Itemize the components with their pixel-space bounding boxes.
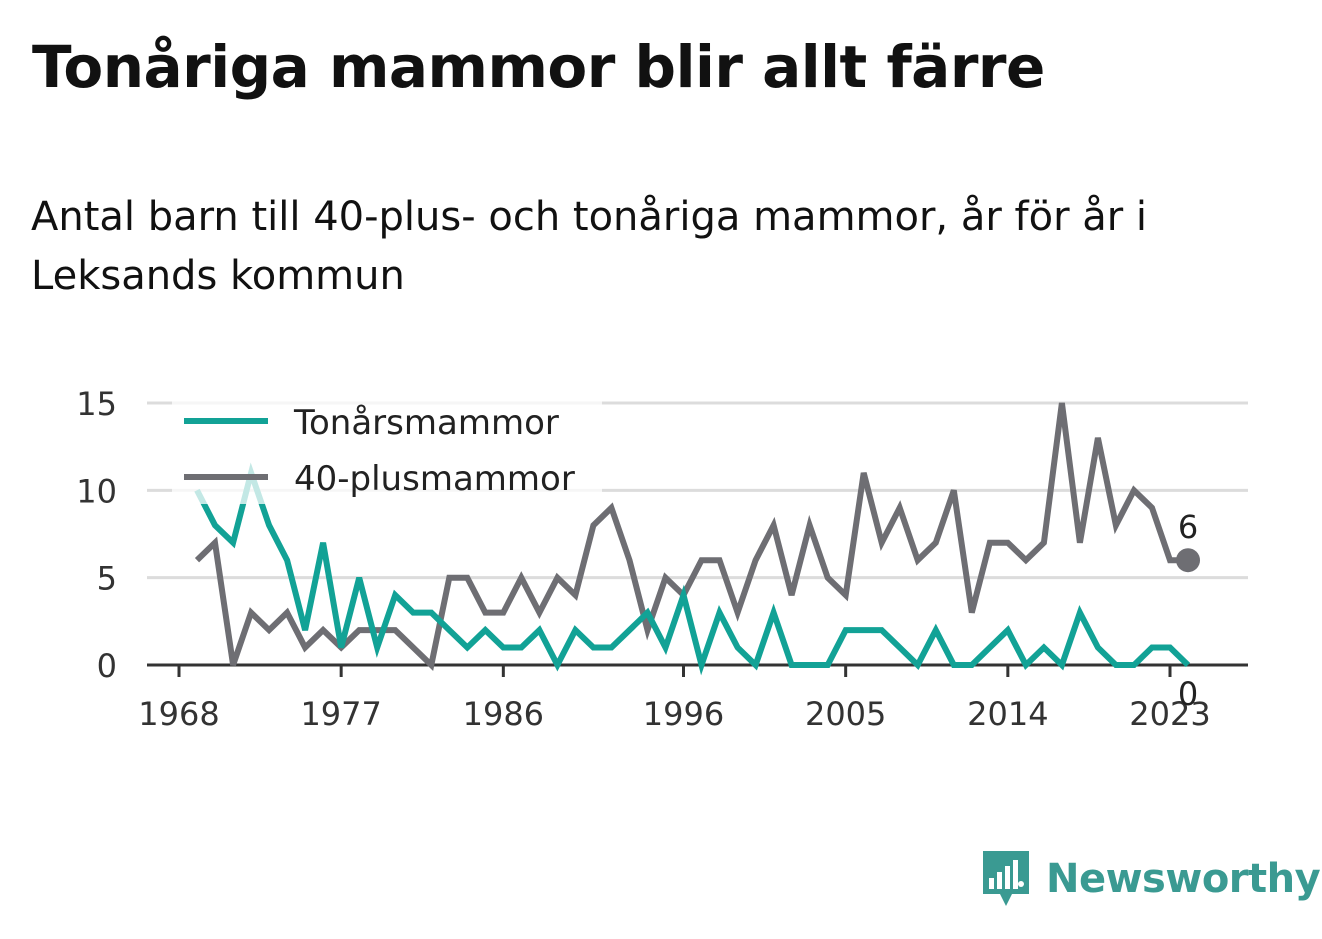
- brand-name: Newsworthy: [1046, 856, 1321, 902]
- end-label-tonarsmammor: 0: [1178, 675, 1198, 713]
- bar-chart-speech-bubble-icon: [983, 851, 1029, 906]
- page-subtitle: Antal barn till 40-plus- och tonåriga ma…: [31, 194, 1148, 299]
- end-point-40-plusmammor: [1176, 548, 1201, 573]
- legend-label-tonarsmammor: Tonårsmammor: [293, 403, 559, 443]
- x-tick-label: 2005: [805, 695, 886, 733]
- x-tick-label: 1968: [138, 695, 219, 733]
- x-tick-label: 2023: [1129, 695, 1210, 733]
- series-line-tonarsmammor: [194, 462, 1191, 676]
- y-tick-label: 15: [76, 385, 117, 423]
- legend: Tonårsmammor 40-plusmammor: [172, 396, 602, 504]
- newsworthy-logo: Newsworthy: [980, 848, 1321, 910]
- axes: 0 5 10 15 1968 1977 1986 1996 2005 2014 2023: [76, 385, 1248, 733]
- x-tick-label: 2014: [967, 695, 1048, 733]
- y-tick-label: 0: [97, 647, 117, 685]
- legend-background: [172, 396, 602, 504]
- legend-label-40-plusmammor: 40-plusmammor: [294, 459, 575, 499]
- page-title: Tonåriga mammor blir allt färre: [32, 33, 1045, 101]
- end-label-40-plusmammor: 6: [1178, 508, 1198, 546]
- y-tick-label: 5: [97, 560, 117, 598]
- series-lines: [194, 402, 1191, 676]
- x-tick-label: 1977: [300, 695, 381, 733]
- x-tick-label: 1996: [643, 695, 724, 733]
- series-line-40-plusmammor: [194, 402, 1188, 671]
- x-tick-label: 1986: [463, 695, 544, 733]
- y-tick-label: 10: [76, 472, 117, 510]
- end-labels: 60: [1176, 508, 1201, 713]
